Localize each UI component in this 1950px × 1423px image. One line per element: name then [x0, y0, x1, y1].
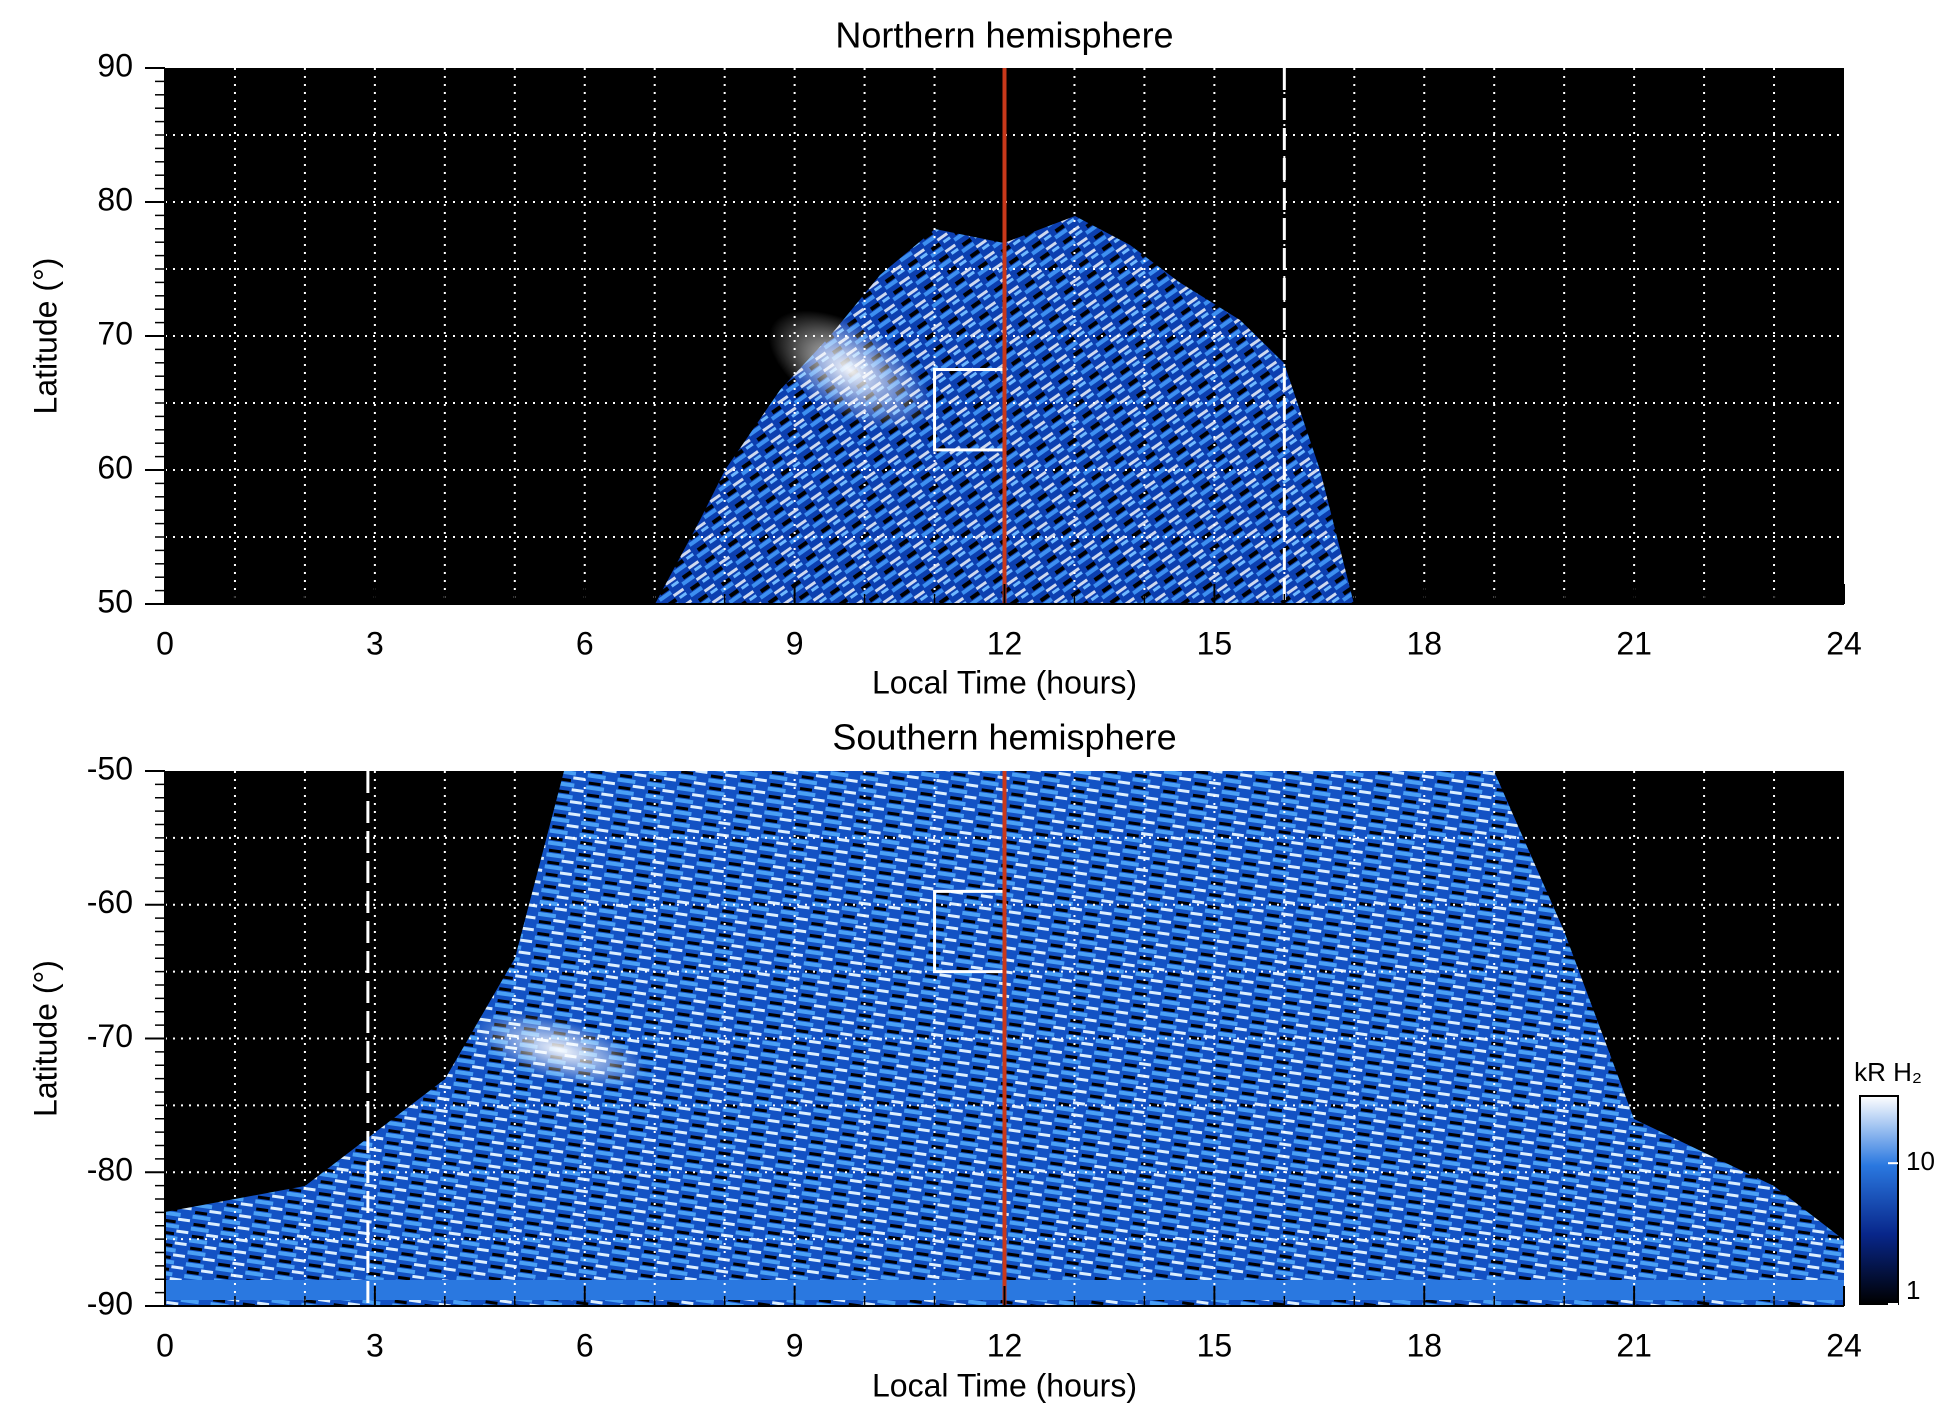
x-tick-label: 0 [156, 1327, 174, 1363]
x-tick-label: 18 [1406, 1327, 1442, 1363]
colorbar-label: kR H₂ [1854, 1057, 1922, 1087]
x-tick-label: 9 [786, 625, 804, 661]
x-tick-label: 3 [366, 625, 384, 661]
colorbar-tick-label: 10 [1906, 1146, 1935, 1176]
x-tick-label: 24 [1826, 1327, 1862, 1363]
y-tick-label: 60 [97, 449, 133, 485]
y-axis-label: Latitude (°) [27, 258, 63, 415]
x-tick-label: 18 [1406, 625, 1442, 661]
bright-spot [472, 1012, 648, 1088]
x-tick-label: 6 [576, 1327, 594, 1363]
x-tick-label: 15 [1197, 625, 1233, 661]
x-tick-label: 3 [366, 1327, 384, 1363]
y-tick-label: -80 [87, 1152, 133, 1188]
y-tick-label: 90 [97, 47, 133, 83]
bright-spot [768, 310, 932, 430]
chart-title: Southern hemisphere [832, 717, 1176, 758]
y-tick-label: 50 [97, 583, 133, 619]
y-tick-label: -50 [87, 750, 133, 786]
y-tick-label: -70 [87, 1018, 133, 1054]
x-tick-label: 24 [1826, 625, 1862, 661]
x-tick-label: 0 [156, 625, 174, 661]
y-axis-label: Latitude (°) [27, 960, 63, 1117]
x-tick-label: 21 [1616, 625, 1652, 661]
x-axis-label: Local Time (hours) [872, 1367, 1137, 1403]
y-tick-label: 70 [97, 315, 133, 351]
x-tick-label: 12 [987, 625, 1023, 661]
colorbar-tick-label: 1 [1906, 1275, 1920, 1305]
x-tick-label: 15 [1197, 1327, 1233, 1363]
y-tick-label: -60 [87, 884, 133, 920]
x-tick-label: 9 [786, 1327, 804, 1363]
x-tick-label: 6 [576, 625, 594, 661]
y-tick-label: 80 [97, 181, 133, 217]
x-axis-label: Local Time (hours) [872, 664, 1137, 700]
x-tick-label: 12 [987, 1327, 1023, 1363]
colorbar [1859, 1095, 1899, 1305]
y-tick-label: -90 [87, 1285, 133, 1321]
chart-title: Northern hemisphere [835, 15, 1173, 56]
x-tick-label: 21 [1616, 1327, 1652, 1363]
